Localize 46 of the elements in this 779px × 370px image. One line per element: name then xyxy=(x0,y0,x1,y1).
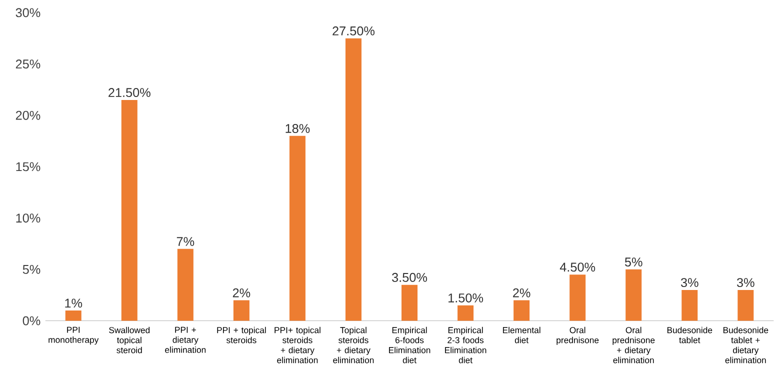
data-label: 3.50% xyxy=(392,272,428,282)
data-label: 5% xyxy=(624,258,642,266)
y-tick-label: 30% xyxy=(16,8,40,18)
bar xyxy=(458,305,474,321)
x-tick-label: Elemental diet xyxy=(502,326,540,344)
x-tick-label: PPI + dietary elimination xyxy=(165,326,206,353)
y-tick-label: 25% xyxy=(16,59,40,68)
data-label: 18% xyxy=(286,124,310,133)
bar xyxy=(121,100,138,321)
data-label: 7% xyxy=(176,237,194,246)
bar xyxy=(233,300,250,321)
data-label: 1% xyxy=(65,298,82,308)
x-tick-label: Empirical 2-3 foods Elimination diet xyxy=(445,326,486,364)
data-label: 4.50% xyxy=(560,262,596,272)
bar xyxy=(738,290,754,321)
bar xyxy=(682,290,698,321)
data-label: 27.50% xyxy=(332,26,375,36)
bar xyxy=(65,310,82,321)
x-tick-label: Oral prednisone xyxy=(556,326,599,345)
x-tick-label: Topical steroids + dietary elimination xyxy=(333,326,374,364)
data-label: 2% xyxy=(513,288,530,298)
x-tick-label: Budesonide tablet + dietary elimination xyxy=(723,326,768,364)
x-tick-label: Oral prednisone + dietary elimination xyxy=(612,326,655,364)
x-tick-label: Swallowed topical steroid xyxy=(109,326,150,354)
data-label: 2% xyxy=(232,288,250,298)
x-tick-label: PPI + topical steroids xyxy=(217,326,266,344)
data-label: 21.50% xyxy=(108,88,150,97)
bar xyxy=(177,248,194,321)
data-label: 3% xyxy=(680,278,698,287)
bar xyxy=(514,300,530,321)
y-tick-label: 5% xyxy=(22,264,40,274)
y-tick-label: 10% xyxy=(16,214,40,223)
x-tick-label: PPI monotherapy xyxy=(48,326,99,345)
bar xyxy=(570,274,586,321)
y-tick-label: 20% xyxy=(16,110,40,120)
bar xyxy=(289,136,306,321)
data-label: 1.50% xyxy=(448,293,484,302)
bar xyxy=(345,38,362,321)
x-tick-label: Empirical 6-foods Elimination diet xyxy=(389,326,430,364)
y-tick-label: 15% xyxy=(16,162,40,172)
bar xyxy=(402,284,418,321)
y-tick-label: 0% xyxy=(22,316,40,326)
x-tick-label: PPI+ topical steroids + dietary elimination xyxy=(274,326,320,364)
x-tick-label: Budesonide tablet xyxy=(667,326,712,344)
bar xyxy=(626,269,642,321)
data-label: 3% xyxy=(736,278,754,287)
